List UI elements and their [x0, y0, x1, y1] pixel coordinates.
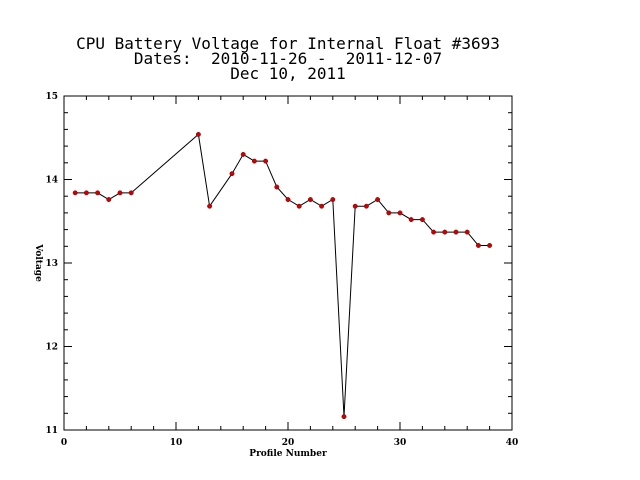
data-point — [363, 203, 369, 209]
data-point — [487, 243, 493, 248]
data-point — [408, 217, 414, 223]
data-point — [375, 197, 381, 202]
y-tick-label: 15 — [45, 92, 58, 102]
x-tick-label: 40 — [506, 438, 519, 448]
title-block: CPU Battery Voltage for Internal Float #… — [0, 34, 576, 83]
y-tick-label: 14 — [45, 176, 58, 186]
data-point — [341, 414, 347, 420]
data-point — [475, 243, 481, 248]
data-point — [453, 229, 459, 235]
series-markers-group — [72, 131, 493, 420]
data-point — [386, 210, 392, 216]
plot-frame — [63, 95, 513, 431]
x-axis-label: Profile Number — [249, 449, 327, 459]
data-point — [285, 197, 291, 202]
x-tick-label: 20 — [282, 438, 295, 448]
series-line-group — [75, 133, 490, 417]
data-point — [240, 152, 246, 157]
data-point — [464, 229, 470, 235]
data-point — [263, 158, 269, 164]
data-point — [274, 184, 280, 190]
y-tick-label: 13 — [45, 259, 58, 269]
axis-ticks: 0 10 20 30 40 11 12 13 14 15 — [45, 92, 518, 448]
y-axis-label: Voltage — [33, 243, 43, 282]
data-point — [352, 203, 358, 209]
data-point — [106, 197, 112, 202]
y-tick-label: 11 — [45, 426, 58, 436]
data-point — [72, 190, 78, 196]
data-point — [117, 190, 123, 196]
data-point — [83, 190, 89, 196]
data-point — [307, 197, 313, 202]
x-tick-label: 10 — [170, 438, 183, 448]
voltage-series-line — [75, 133, 490, 417]
data-point — [442, 229, 448, 235]
chart-subtitle: Dates: 2010-11-26 - 2011-12-07 — [133, 49, 443, 68]
x-tick-label: 30 — [394, 438, 407, 448]
data-point — [296, 203, 302, 209]
chart-title: CPU Battery Voltage for Internal Float #… — [76, 34, 500, 53]
chart-date: Dec 10, 2011 — [230, 64, 346, 83]
data-point — [330, 197, 336, 202]
data-point — [397, 210, 403, 216]
data-point — [207, 203, 213, 209]
x-tick-label: 0 — [61, 438, 67, 448]
data-point — [128, 190, 134, 196]
data-point — [251, 158, 257, 164]
y-tick-label: 12 — [45, 343, 58, 353]
data-point — [95, 190, 101, 196]
data-point — [431, 229, 437, 235]
data-point — [229, 171, 235, 177]
data-point — [319, 203, 325, 209]
data-point — [195, 131, 201, 137]
data-point — [419, 217, 425, 223]
